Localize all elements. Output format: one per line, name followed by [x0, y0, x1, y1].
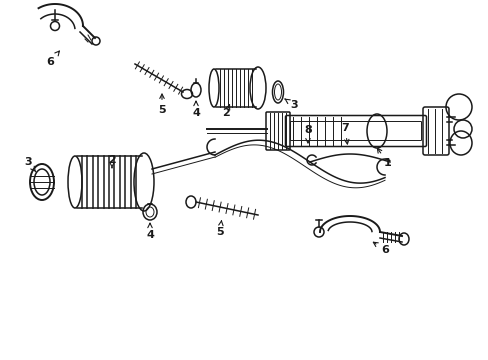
- Text: 8: 8: [304, 125, 311, 143]
- Text: 2: 2: [108, 155, 116, 168]
- Text: 5: 5: [158, 94, 165, 115]
- Text: 3: 3: [285, 99, 297, 110]
- Text: 2: 2: [222, 105, 229, 118]
- Text: 4: 4: [192, 101, 200, 118]
- Text: 4: 4: [146, 223, 154, 240]
- Text: 1: 1: [377, 148, 391, 168]
- Text: 6: 6: [372, 242, 388, 255]
- Text: 3: 3: [24, 157, 36, 172]
- Text: 6: 6: [46, 51, 59, 67]
- Text: 7: 7: [341, 123, 348, 144]
- Text: 5: 5: [216, 221, 224, 237]
